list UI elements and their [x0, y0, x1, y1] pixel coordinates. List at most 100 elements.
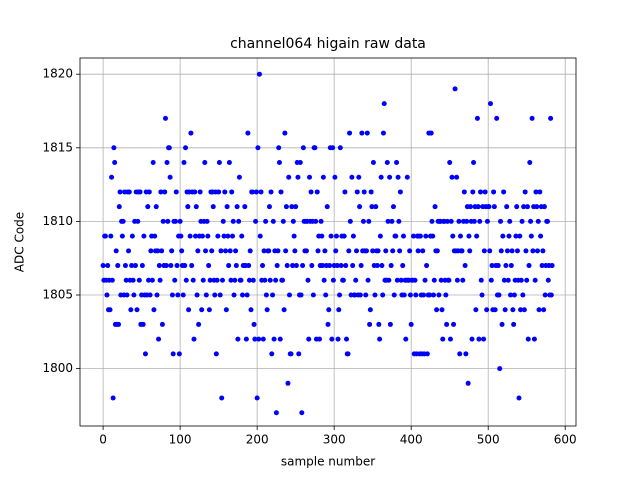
point — [376, 321, 382, 327]
point — [230, 218, 236, 224]
point — [354, 189, 360, 195]
point — [277, 336, 283, 342]
point — [446, 277, 452, 283]
point — [139, 263, 145, 269]
point — [166, 145, 172, 151]
point — [113, 248, 119, 254]
point — [461, 189, 467, 195]
point — [247, 248, 253, 254]
point — [378, 174, 384, 180]
point — [452, 86, 458, 92]
point — [436, 292, 442, 298]
point — [357, 204, 363, 210]
point — [179, 248, 185, 254]
point — [488, 277, 494, 283]
point — [332, 174, 338, 180]
point — [262, 277, 268, 283]
point — [463, 351, 469, 357]
point — [431, 292, 437, 298]
point — [213, 351, 219, 357]
point — [129, 263, 135, 269]
point — [109, 277, 115, 283]
point — [280, 277, 286, 283]
point — [225, 233, 231, 239]
point — [524, 204, 530, 210]
point — [239, 233, 245, 239]
x-tick-label: 600 — [554, 433, 577, 447]
point — [306, 336, 312, 342]
point — [417, 233, 423, 239]
point — [350, 263, 356, 269]
point — [439, 307, 445, 313]
point — [295, 174, 301, 180]
point — [531, 336, 537, 342]
point — [380, 292, 386, 298]
point — [377, 336, 383, 342]
point — [460, 277, 466, 283]
y-tick-label: 1815 — [42, 140, 73, 154]
point — [504, 248, 510, 254]
point — [506, 233, 512, 239]
point — [194, 292, 200, 298]
point — [540, 248, 546, 254]
point — [497, 366, 503, 372]
point — [521, 307, 527, 313]
point — [508, 292, 514, 298]
point — [404, 174, 410, 180]
point — [328, 233, 334, 239]
point — [196, 321, 202, 327]
point — [108, 233, 114, 239]
point — [174, 263, 180, 269]
y-tick-label: 1810 — [42, 214, 73, 228]
point — [169, 248, 175, 254]
point — [146, 277, 152, 283]
point — [216, 160, 222, 166]
point — [513, 233, 519, 239]
point — [300, 145, 306, 151]
point — [203, 248, 209, 254]
point — [181, 160, 187, 166]
point — [353, 277, 359, 283]
point — [548, 115, 554, 121]
point — [313, 218, 319, 224]
point — [320, 174, 326, 180]
point — [533, 189, 539, 195]
point — [170, 351, 176, 357]
point — [111, 145, 117, 151]
point — [466, 233, 472, 239]
point — [434, 248, 440, 254]
point — [296, 351, 302, 357]
x-tick-label: 200 — [246, 433, 269, 447]
point — [345, 351, 351, 357]
point — [333, 233, 339, 239]
point — [152, 233, 158, 239]
point — [503, 263, 509, 269]
point — [251, 321, 257, 327]
point — [383, 248, 389, 254]
point — [253, 218, 259, 224]
point — [260, 263, 266, 269]
point — [254, 395, 260, 401]
point — [465, 380, 471, 386]
point — [190, 277, 196, 283]
point — [308, 189, 314, 195]
point — [364, 248, 370, 254]
point — [334, 263, 340, 269]
point — [235, 336, 241, 342]
point — [377, 233, 383, 239]
point — [189, 263, 195, 269]
point — [186, 307, 192, 313]
point — [260, 336, 266, 342]
point — [325, 321, 331, 327]
point — [491, 204, 497, 210]
point — [357, 292, 363, 298]
point — [431, 277, 437, 283]
point — [449, 174, 455, 180]
point — [182, 263, 188, 269]
point — [315, 248, 321, 254]
point — [434, 307, 440, 313]
point — [266, 248, 272, 254]
point — [390, 204, 396, 210]
point — [474, 233, 480, 239]
y-axis-label: ADC Code — [13, 212, 27, 272]
